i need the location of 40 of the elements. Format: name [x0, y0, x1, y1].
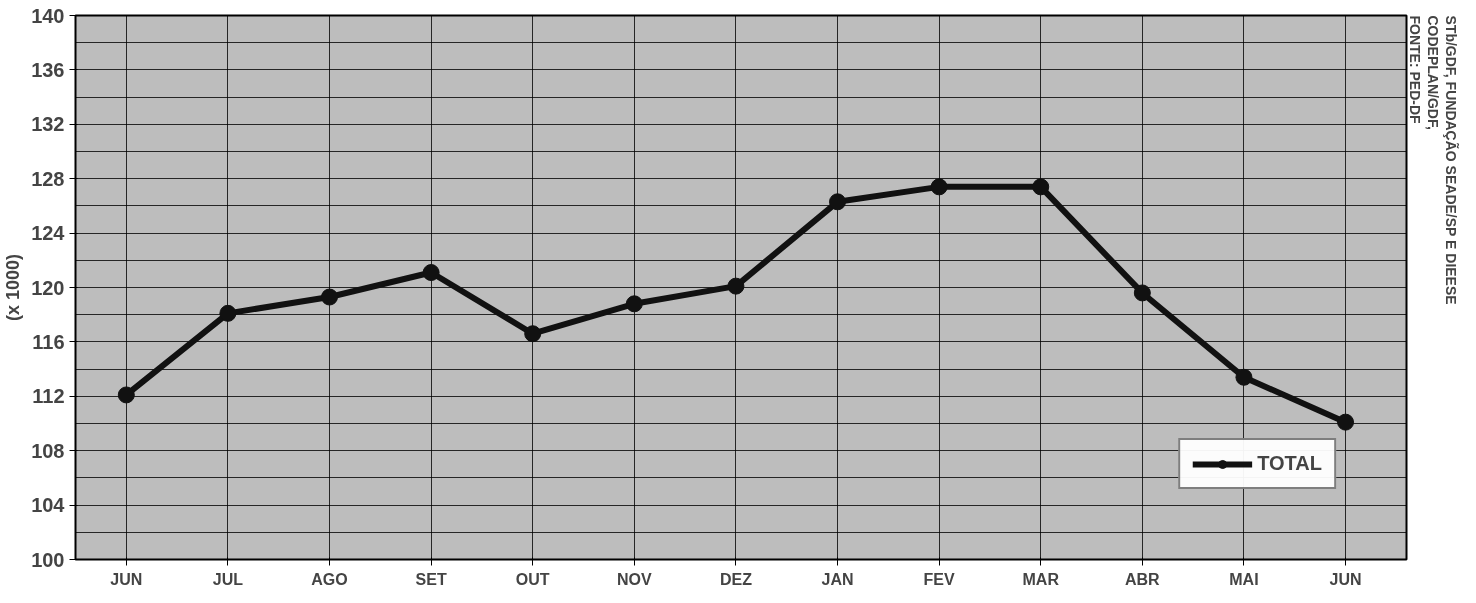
x-tick-label: MAI: [1229, 570, 1259, 588]
y-tick-label: 128: [31, 167, 65, 190]
x-tick-label: NOV: [616, 570, 652, 588]
x-tick-label: ABR: [1125, 570, 1161, 588]
point: [727, 277, 745, 295]
point: [422, 264, 440, 282]
legend-label: TOTAL: [1257, 452, 1322, 475]
point: [930, 178, 948, 196]
x-tick-label: AGO: [311, 570, 348, 588]
y-tick-label: 124: [31, 222, 66, 245]
point: [1235, 368, 1253, 386]
y-tick-label: 104: [31, 494, 66, 517]
x-tick-label: JAN: [821, 570, 854, 588]
annotation: FONTE: PED-DF CODEPLAN/GDF, STb/GDF, FUNDAÇÃO SEADE/SP E DIEESE: [1406, 15, 1460, 305]
x-tick-label: OUT: [515, 570, 550, 588]
x-tick-label: DEZ: [719, 570, 753, 588]
point: [1032, 178, 1050, 196]
y-axis-title: (x 1000): [3, 253, 24, 322]
x-tick-label: SET: [415, 570, 447, 588]
x-tick-label: JUN: [110, 570, 143, 588]
point: [829, 193, 847, 211]
y-tick-label: 100: [31, 548, 65, 571]
y-tick-label: 140: [31, 4, 65, 27]
y-tick-label: 136: [31, 58, 65, 81]
point: [219, 304, 237, 322]
point: [321, 288, 339, 306]
x-tick-label: MAR: [1022, 570, 1060, 588]
y-tick-label: 116: [32, 330, 65, 353]
y-tick-label: 112: [32, 385, 65, 408]
x-tick-label: FEV: [923, 570, 956, 588]
point: [524, 325, 542, 343]
x-tick-label: JUN: [1329, 570, 1362, 588]
x-tick-label: JUL: [212, 570, 244, 588]
point: [625, 295, 643, 313]
point: [1337, 413, 1355, 431]
point: [117, 386, 135, 404]
y-tick-label: 132: [31, 113, 65, 136]
y-tick-label: 108: [31, 439, 65, 462]
y-tick-label: 120: [31, 276, 65, 299]
point: [1133, 284, 1151, 302]
